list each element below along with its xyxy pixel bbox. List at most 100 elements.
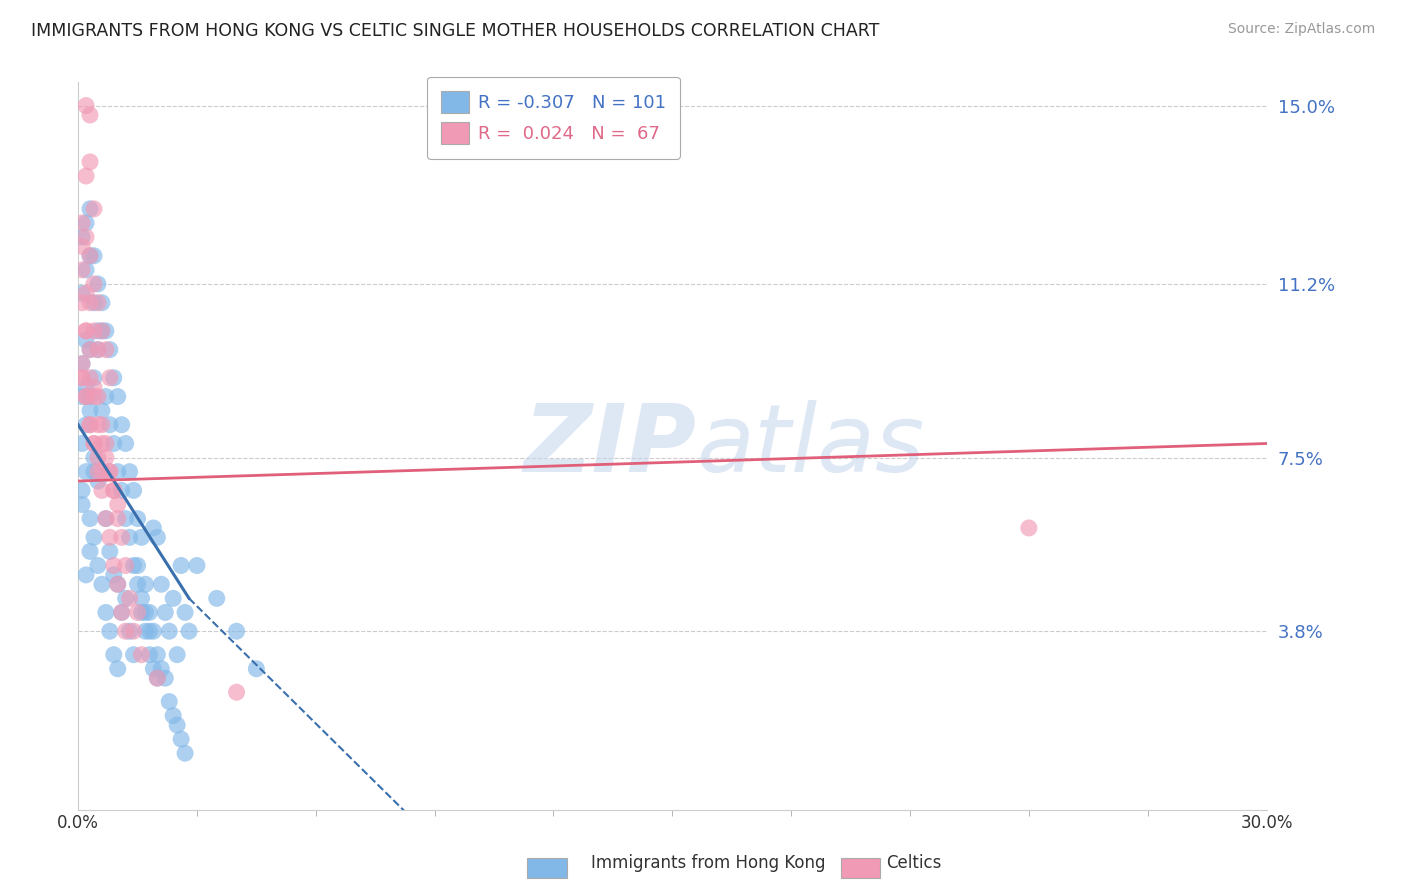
Point bbox=[79, 249, 101, 263]
Point bbox=[70, 483, 93, 498]
Point bbox=[87, 295, 110, 310]
Point bbox=[90, 436, 112, 450]
Point bbox=[90, 483, 112, 498]
Point bbox=[142, 521, 165, 535]
Point bbox=[114, 558, 136, 573]
Point bbox=[166, 648, 188, 662]
Point bbox=[107, 577, 129, 591]
Point bbox=[127, 606, 149, 620]
Point bbox=[155, 671, 177, 685]
Point bbox=[70, 216, 93, 230]
Point bbox=[150, 662, 173, 676]
Point bbox=[225, 685, 247, 699]
Point bbox=[75, 465, 97, 479]
Point bbox=[83, 380, 105, 394]
Point bbox=[75, 286, 97, 301]
Point bbox=[98, 530, 121, 544]
Point bbox=[94, 343, 117, 357]
Point bbox=[75, 380, 97, 394]
Point bbox=[70, 498, 93, 512]
Point bbox=[75, 324, 97, 338]
Point bbox=[150, 577, 173, 591]
Point bbox=[103, 568, 125, 582]
Point bbox=[98, 624, 121, 639]
Point bbox=[83, 277, 105, 291]
Point bbox=[146, 530, 169, 544]
Point bbox=[142, 662, 165, 676]
Point bbox=[162, 591, 184, 606]
Point bbox=[83, 465, 105, 479]
Point bbox=[122, 624, 145, 639]
Point bbox=[83, 390, 105, 404]
Point bbox=[87, 558, 110, 573]
Text: Source: ZipAtlas.com: Source: ZipAtlas.com bbox=[1227, 22, 1375, 37]
Point bbox=[79, 371, 101, 385]
Point bbox=[162, 708, 184, 723]
Point bbox=[107, 498, 129, 512]
Point bbox=[122, 483, 145, 498]
Point bbox=[98, 465, 121, 479]
Point bbox=[75, 390, 97, 404]
Point bbox=[90, 417, 112, 432]
Point bbox=[98, 371, 121, 385]
Legend: R = -0.307   N = 101, R =  0.024   N =  67: R = -0.307 N = 101, R = 0.024 N = 67 bbox=[427, 77, 681, 159]
Point bbox=[79, 390, 101, 404]
Point bbox=[114, 591, 136, 606]
Point bbox=[87, 343, 110, 357]
Point bbox=[134, 624, 156, 639]
Point bbox=[107, 577, 129, 591]
Point bbox=[75, 390, 97, 404]
Point bbox=[83, 450, 105, 465]
Point bbox=[87, 324, 110, 338]
Point bbox=[103, 436, 125, 450]
Point bbox=[87, 390, 110, 404]
Point bbox=[142, 624, 165, 639]
Point bbox=[111, 417, 134, 432]
Point bbox=[83, 371, 105, 385]
Point bbox=[107, 465, 129, 479]
Point bbox=[79, 511, 101, 525]
Point bbox=[79, 295, 101, 310]
Point bbox=[90, 577, 112, 591]
Point bbox=[170, 732, 193, 747]
Point bbox=[131, 530, 153, 544]
Point bbox=[87, 417, 110, 432]
Point bbox=[83, 202, 105, 216]
Point bbox=[103, 648, 125, 662]
Point bbox=[79, 343, 101, 357]
Point bbox=[114, 436, 136, 450]
Point bbox=[90, 295, 112, 310]
Point bbox=[98, 343, 121, 357]
Point bbox=[127, 577, 149, 591]
Point bbox=[146, 648, 169, 662]
Point bbox=[70, 357, 93, 371]
Point bbox=[114, 624, 136, 639]
Point bbox=[134, 577, 156, 591]
Point bbox=[79, 544, 101, 558]
Point bbox=[75, 263, 97, 277]
Point bbox=[87, 465, 110, 479]
Point bbox=[225, 624, 247, 639]
Point bbox=[94, 436, 117, 450]
Point bbox=[122, 558, 145, 573]
Point bbox=[79, 249, 101, 263]
Point bbox=[90, 465, 112, 479]
Point bbox=[118, 624, 141, 639]
Point bbox=[75, 169, 97, 183]
Point bbox=[107, 390, 129, 404]
Point bbox=[157, 624, 180, 639]
Point bbox=[94, 606, 117, 620]
Point bbox=[174, 746, 197, 760]
Point bbox=[138, 648, 160, 662]
Point bbox=[146, 671, 169, 685]
Point bbox=[166, 718, 188, 732]
Point bbox=[107, 511, 129, 525]
Point bbox=[131, 591, 153, 606]
Point bbox=[90, 324, 112, 338]
Point bbox=[170, 558, 193, 573]
Point bbox=[94, 450, 117, 465]
Point bbox=[98, 465, 121, 479]
Point bbox=[111, 483, 134, 498]
Point bbox=[87, 277, 110, 291]
Point bbox=[79, 417, 101, 432]
